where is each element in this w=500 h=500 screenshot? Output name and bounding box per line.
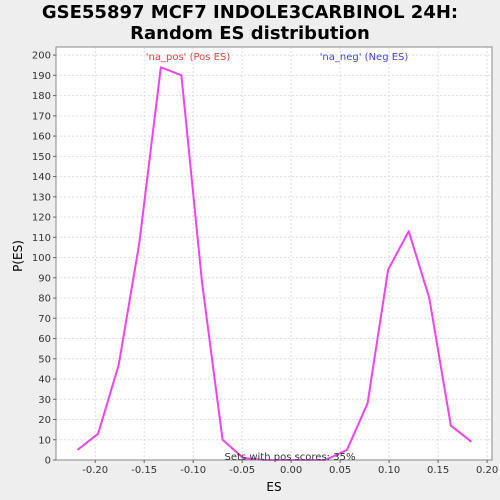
y-tick-label: 180 — [32, 91, 51, 102]
y-tick-label: 100 — [32, 253, 51, 264]
y-tick-label: 80 — [38, 294, 51, 305]
y-tick-label: 10 — [38, 435, 51, 446]
chart-title: GSE55897 MCF7 INDOLE3CARBINOL 24H: Rando… — [0, 2, 500, 44]
axes: 0 10 20 30 40 50 60 70 80 90 100 110 120 130 140 150 160… — [32, 51, 498, 476]
legend-label-neg: 'na_neg' (Neg ES) — [320, 52, 409, 63]
chart-title-line-2: Random ES distribution — [130, 23, 370, 44]
y-tick-label: 190 — [32, 71, 51, 82]
x-tick-label: -0.20 — [82, 465, 108, 476]
x-axis-title: ES — [266, 480, 281, 494]
y-tick-label: 110 — [32, 233, 51, 244]
y-tick-label: 130 — [32, 192, 51, 203]
y-axis-title: P(ES) — [11, 240, 25, 272]
y-tick-label: 170 — [32, 111, 51, 122]
y-tick-label: 120 — [32, 213, 51, 224]
y-tick-label: 40 — [38, 375, 51, 386]
y-tick-label: 20 — [38, 415, 51, 426]
y-tick-label: 160 — [32, 132, 51, 143]
x-tick-label: 0.00 — [280, 465, 302, 476]
y-tick-label: 50 — [38, 354, 51, 365]
x-tick-label: -0.10 — [180, 465, 206, 476]
x-tick-label: 0.10 — [378, 465, 400, 476]
y-tick-label: 60 — [38, 334, 51, 345]
chart-title-line-1: GSE55897 MCF7 INDOLE3CARBINOL 24H: — [41, 2, 459, 23]
y-tick-label: 0 — [45, 456, 51, 467]
x-tick-label: -0.05 — [229, 465, 255, 476]
y-tick-label: 200 — [32, 51, 51, 62]
legend-label-pos: 'na_pos' (Pos ES) — [146, 52, 231, 63]
plot-area — [56, 47, 492, 460]
x-tick-label: 0.05 — [329, 465, 351, 476]
x-tick-label: 0.15 — [427, 465, 449, 476]
y-tick-label: 150 — [32, 152, 51, 163]
plot-border — [55, 46, 493, 461]
grid — [56, 47, 492, 461]
y-tick-label: 140 — [32, 172, 51, 183]
y-tick-label: 70 — [38, 314, 51, 325]
y-tick-label: 90 — [38, 273, 51, 284]
pos-score-annotation: Sets with pos scores: 35% — [225, 452, 356, 463]
y-tick-label: 30 — [38, 395, 51, 406]
x-tick-label: 0.20 — [476, 465, 498, 476]
x-tick-label: -0.15 — [131, 465, 157, 476]
